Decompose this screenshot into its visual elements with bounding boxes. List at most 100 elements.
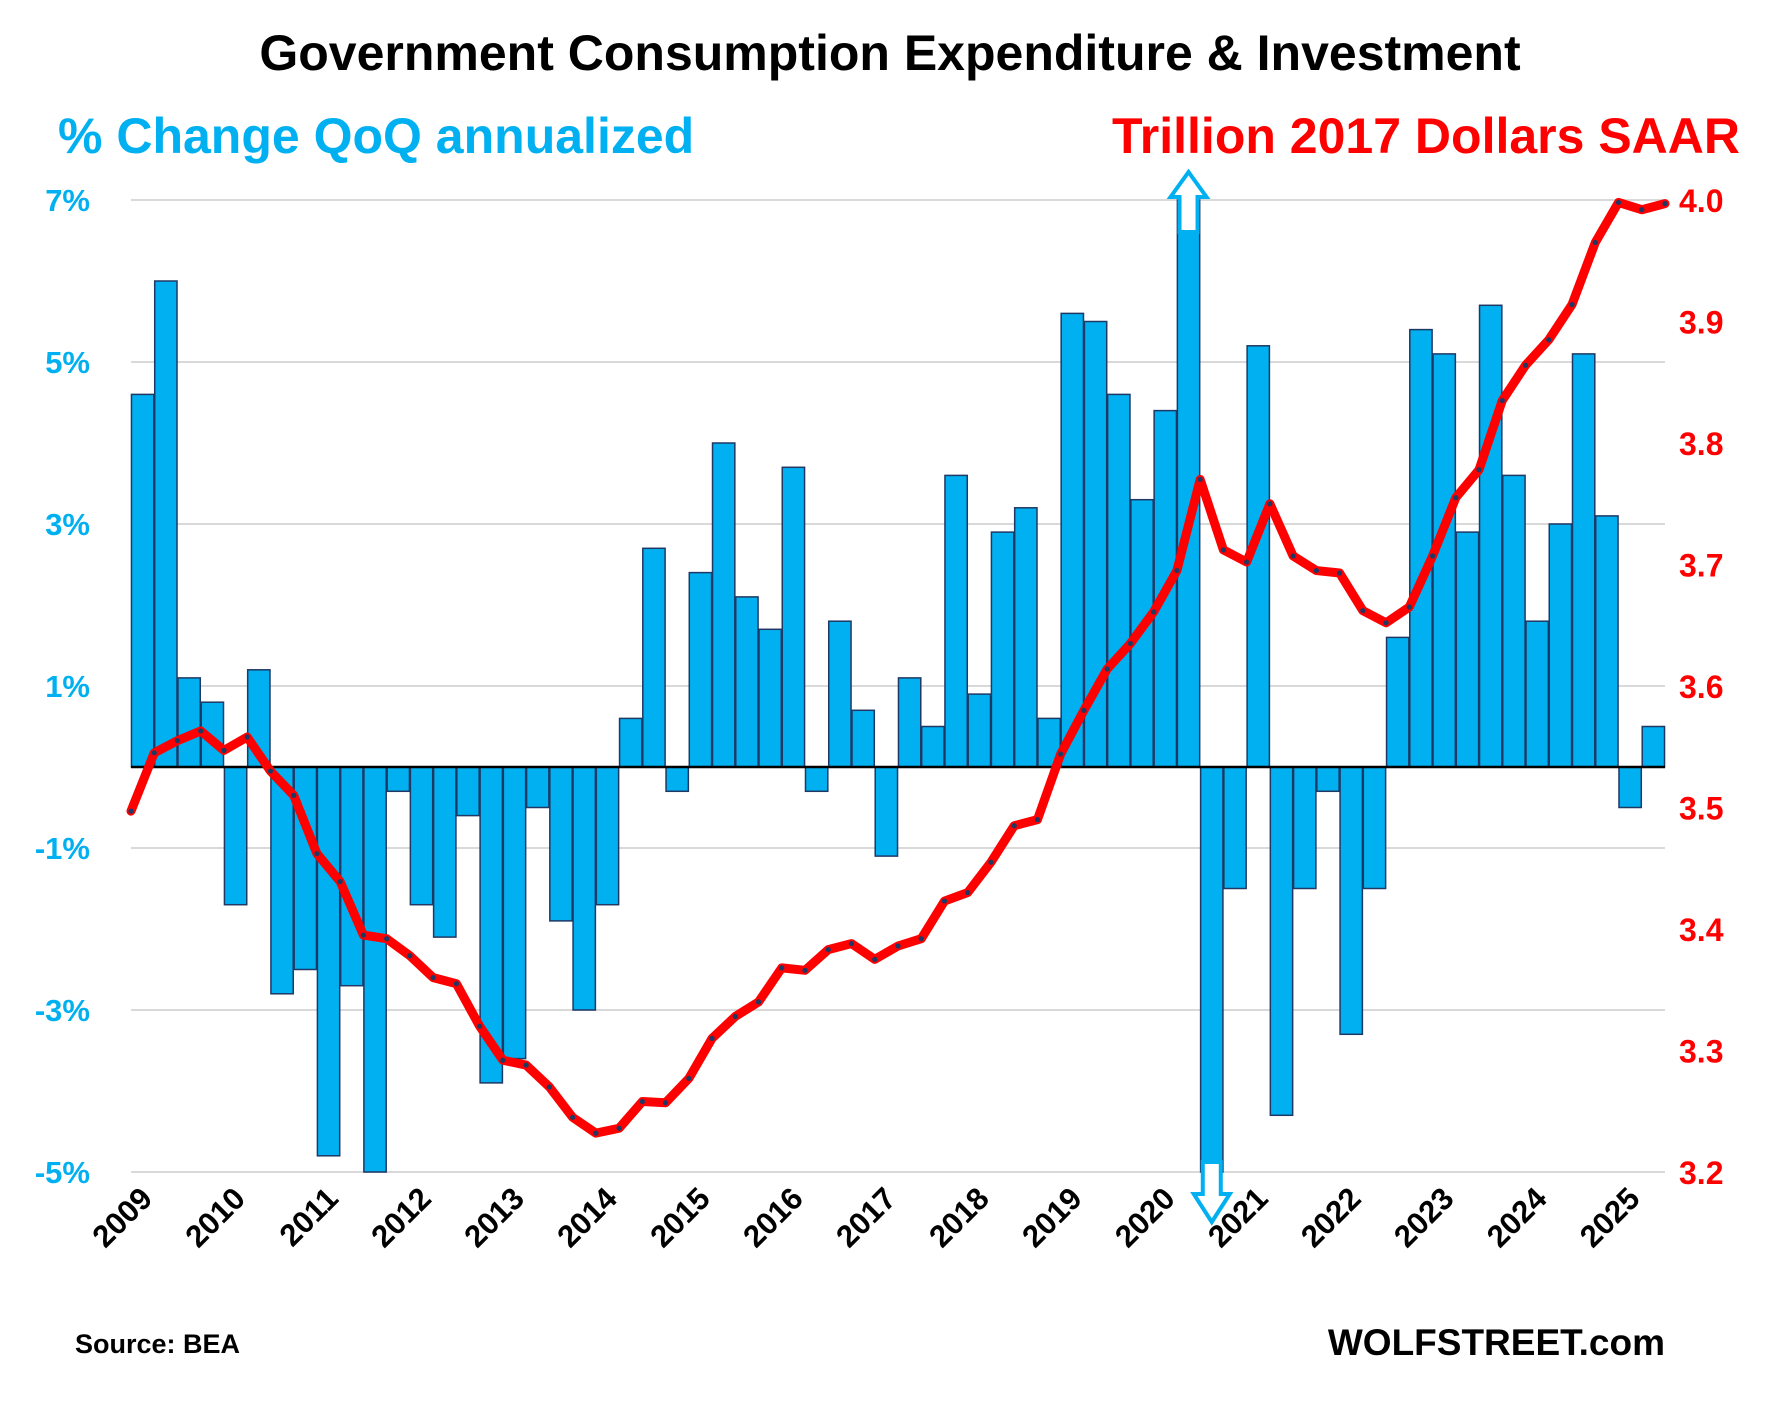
bar: [525, 766, 550, 809]
bar: [363, 766, 387, 1173]
left-tick-label: -1%: [35, 831, 90, 866]
right-tick-label: 3.5: [1679, 791, 1723, 827]
bar: [1641, 725, 1666, 768]
bar: [572, 766, 597, 1011]
x-tick-label: 2017: [829, 1181, 903, 1255]
line-point: [1313, 567, 1319, 574]
left-tick-label: -3%: [35, 993, 90, 1028]
line-point: [384, 936, 390, 942]
bar: [1292, 766, 1317, 890]
bar: [804, 766, 829, 793]
bar: [642, 547, 666, 768]
bar: [502, 766, 527, 1060]
chart-title: Government Consumption Expenditure & Inv…: [259, 25, 1521, 81]
x-tick-label: 2012: [364, 1181, 438, 1255]
line-point: [1220, 547, 1226, 553]
line-point: [244, 734, 250, 740]
bar: [874, 766, 899, 857]
x-tick-label: 2011: [273, 1181, 345, 1253]
left-tick-label: 3%: [45, 507, 90, 542]
bar: [409, 766, 434, 906]
line-point: [1360, 608, 1366, 614]
line-point: [709, 1035, 715, 1041]
bar: [339, 766, 364, 987]
bar: [1316, 766, 1340, 793]
left-tick-label: 7%: [45, 183, 90, 218]
left-axis-title: % Change QoQ annualized: [58, 108, 694, 164]
x-tick-label: 2010: [178, 1181, 252, 1255]
bar: [1525, 620, 1550, 768]
line-point: [477, 1023, 483, 1029]
line-point: [895, 943, 901, 949]
bar: [456, 766, 480, 817]
line-point: [523, 1062, 529, 1068]
left-tick-label: 5%: [45, 345, 90, 380]
line-point: [570, 1114, 576, 1120]
line-point: [360, 932, 367, 938]
bar: [967, 693, 992, 768]
line-point: [616, 1125, 622, 1131]
right-tick-label: 3.6: [1679, 669, 1723, 705]
right-axis-title: Trillion 2017 Dollars SAAR: [1112, 108, 1740, 164]
left-axis-ticks: 7% 5% 3% 1% -1% -3% -5%: [35, 183, 90, 1190]
x-tick-label: 2023: [1387, 1181, 1461, 1255]
line-point: [872, 956, 878, 962]
line-point: [430, 975, 436, 981]
line-point: [755, 999, 762, 1005]
right-tick-label: 3.3: [1679, 1034, 1723, 1070]
bar: [1385, 636, 1410, 768]
bar: [688, 571, 713, 768]
x-tick-label: 2024: [1480, 1180, 1554, 1254]
line-point: [779, 965, 785, 971]
x-tick-label: 2015: [643, 1181, 717, 1255]
line-point: [1104, 666, 1110, 672]
line-point: [1546, 337, 1552, 343]
line-point: [1267, 501, 1273, 507]
line-point: [314, 851, 320, 857]
bar: [711, 442, 736, 768]
line-point: [1662, 201, 1668, 207]
right-tick-label: 3.9: [1679, 305, 1723, 341]
line-series: [126, 197, 1670, 1138]
arrow-up-icon: [1166, 168, 1211, 234]
bar: [1618, 766, 1643, 809]
bar: [1362, 766, 1387, 890]
right-tick-label: 3.2: [1679, 1155, 1723, 1191]
source-label: Source: BEA: [75, 1329, 240, 1359]
line-point: [825, 947, 831, 953]
line-point: [802, 967, 808, 973]
x-tick-label: 2018: [922, 1181, 996, 1255]
line-point: [1127, 640, 1134, 647]
right-tick-label: 3.4: [1679, 912, 1724, 948]
right-tick-label: 3.7: [1679, 548, 1723, 584]
x-tick-label: 2016: [736, 1181, 810, 1255]
line-point: [918, 936, 924, 942]
bar: [1060, 312, 1085, 768]
bar: [316, 766, 341, 1157]
x-tick-label: 2014: [550, 1180, 624, 1254]
line-point: [546, 1084, 552, 1090]
bar: [177, 677, 202, 768]
bar: [1478, 304, 1503, 768]
bar: [1432, 353, 1457, 768]
line-point: [128, 808, 134, 814]
line-point: [174, 738, 181, 744]
line-point: [337, 879, 343, 885]
line-point: [151, 750, 157, 756]
bar: [223, 766, 248, 906]
arrow-down-icon: [1190, 1160, 1234, 1226]
bar: [386, 766, 411, 793]
bar: [897, 677, 922, 768]
line-point: [593, 1130, 599, 1136]
bar: [758, 628, 783, 768]
line-point: [1197, 476, 1203, 483]
line-point: [1476, 467, 1482, 473]
x-tick-label: 2020: [1108, 1181, 1182, 1255]
bar: [432, 766, 457, 938]
bar: [270, 766, 294, 995]
line-point: [1034, 817, 1041, 823]
line-point: [453, 981, 459, 987]
line-point: [1011, 823, 1017, 829]
x-tick-label: 2022: [1294, 1181, 1368, 1255]
line-point: [1592, 239, 1598, 246]
